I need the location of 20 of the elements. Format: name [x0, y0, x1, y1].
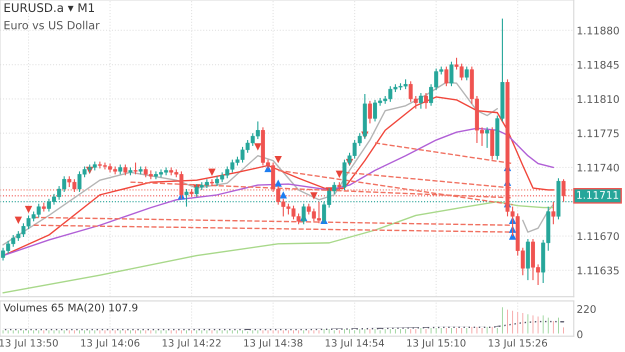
y-tick-label: 1.11635 [578, 266, 619, 274]
chart-title: Volumes 65 MA(20) 107.9 [4, 303, 138, 313]
x-tick-label: 13 Jul 13:50 [0, 338, 58, 349]
y-tick-label: 1.11880 [578, 26, 619, 34]
y-tick-label: 1.11740 [578, 164, 619, 172]
x-tick-label: 13 Jul 15:10 [407, 338, 466, 349]
y-tick-label: 0 [577, 330, 582, 338]
x-tick-label: 13 Jul 14:38 [244, 338, 302, 349]
y-tick-label: 1.11845 [578, 60, 619, 69]
x-tick-label: 13 Jul 14:54 [326, 338, 384, 349]
y-tick-label: 1.11810 [578, 95, 619, 104]
x-tick-label: 13 Jul 14:06 [81, 338, 140, 349]
text: Euro vs US Dollar [4, 20, 100, 30]
x-tick-label: 13 Jul 15:26 [488, 338, 548, 349]
y-tick-label: 1.11670 [578, 232, 619, 240]
y-tick-label: 1.11775 [578, 130, 619, 138]
x-tick-label: 13 Jul 14:22 [162, 338, 221, 349]
ref-line-label: 1.11711 [577, 191, 618, 199]
y-tick-label: 220 [577, 305, 596, 314]
chart-title: EURUSD.a ▾ M1 [4, 3, 94, 12]
